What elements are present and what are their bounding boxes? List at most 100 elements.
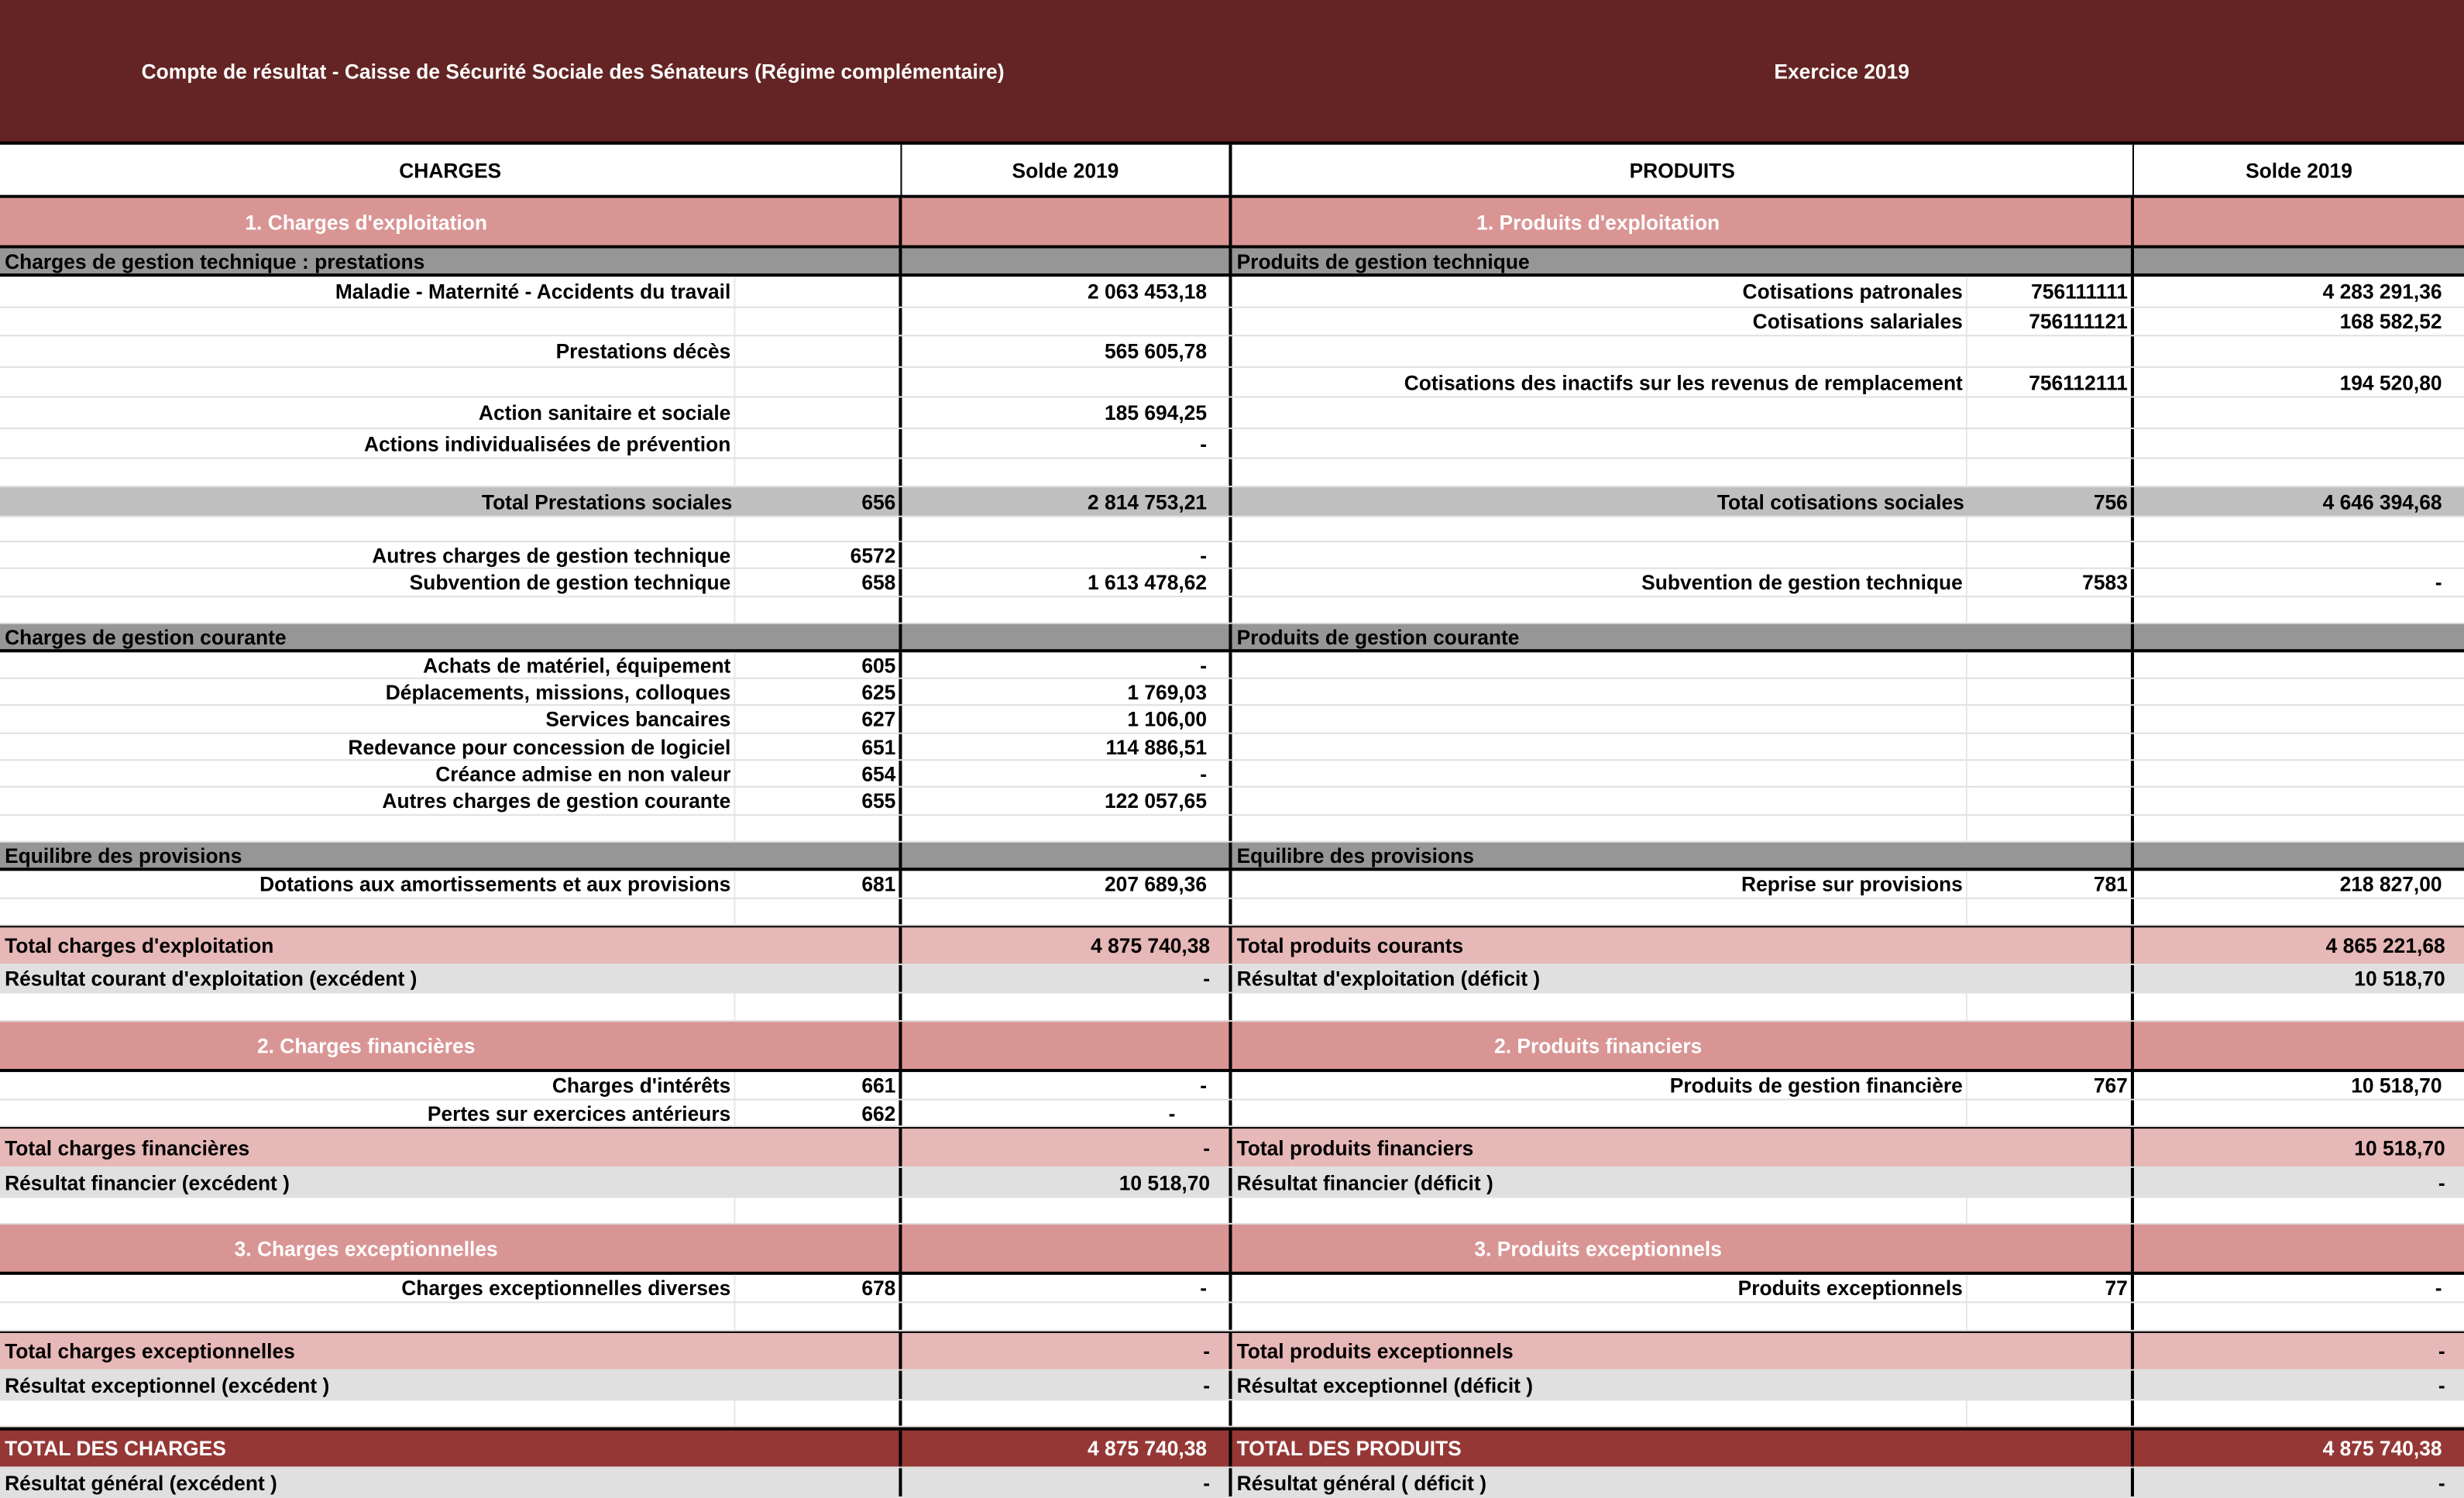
produits-label: Total produits courants [1232, 927, 2134, 964]
produits-amount: - [2438, 1339, 2445, 1363]
charges-amount: 565 605,78 [902, 336, 1232, 366]
charges-account-code [735, 1197, 902, 1223]
produits-label: Résultat général ( déficit ) [1232, 1468, 2134, 1496]
title-bar: Compte de résultat - Caisse de Sécurité … [0, 0, 2464, 145]
item-row [0, 1303, 2464, 1331]
produits-label [1232, 1303, 1967, 1330]
produits-amount [2134, 843, 2464, 868]
produits-amount [2134, 542, 2464, 567]
item-row [0, 1400, 2464, 1428]
charges-account-code [735, 308, 902, 335]
item-row: Services bancaires 627 1 106,00 [0, 706, 2464, 734]
charges-label: Créance admise en non valeur [0, 761, 736, 786]
produits-label [1232, 652, 1967, 678]
charges-label: Charges de gestion courante [0, 624, 902, 650]
header-produits-solde: Solde 2019 [2246, 157, 2352, 182]
produits-label: Subvention de gestion technique [1232, 569, 1967, 596]
result-row: Résultat financier (excédent ) 10 518,70 R… [0, 1167, 2464, 1198]
charges-account-code: 678 [735, 1274, 902, 1302]
charges-label [0, 517, 736, 541]
produits-label: Total produits exceptionnels [1232, 1332, 2134, 1369]
produits-label [1232, 429, 1967, 458]
produits-amount [2134, 788, 2464, 814]
charges-amount [902, 624, 1232, 650]
produits-account-code: 767 [1967, 1072, 2134, 1099]
produits-amount [2134, 459, 2464, 486]
produits-account-code [1967, 542, 2134, 568]
charges-amount: 2 063 453,18 [902, 277, 1232, 307]
produits-account-code: 781 [1967, 871, 2134, 898]
produits-amount [2134, 652, 2464, 677]
charges-account-code: 654 [735, 761, 902, 786]
charges-amount: - [902, 542, 1232, 568]
item-row [0, 993, 2464, 1022]
produits-label [1232, 898, 1967, 925]
item-row: Cotisations salariales 756111121 168 582,5… [0, 308, 2464, 337]
produits-label: Produits de gestion courante [1232, 624, 2134, 650]
charges-amount [902, 1197, 1232, 1223]
charges-label: Charges exceptionnelles diverses [0, 1274, 736, 1302]
produits-amount: 4 865 221,68 [2325, 933, 2445, 957]
produits-amount [2134, 249, 2464, 273]
produits-account-code [1967, 1197, 2134, 1223]
charges-label: TOTAL DES CHARGES [0, 1430, 902, 1467]
produits-label: Produits exceptionnels [1232, 1274, 1967, 1302]
produits-amount [2134, 1101, 2464, 1125]
produits-amount: - [2438, 1470, 2445, 1494]
produits-label: Produits de gestion financière [1232, 1072, 1967, 1099]
produits-label: 1. Produits d'exploitation [1476, 209, 1720, 234]
charges-label: 2. Charges financières [256, 1033, 476, 1057]
charges-label: Autres charges de gestion technique [0, 542, 736, 568]
item-row: Actions individualisées de prévention - [0, 429, 2464, 459]
charges-amount [902, 308, 1232, 335]
produits-amount [2134, 1225, 2464, 1272]
produits-label: TOTAL DES PRODUITS [1232, 1430, 2134, 1467]
charges-amount: - [902, 652, 1232, 678]
report-title: Compte de résultat - Caisse de Sécurité … [141, 60, 1005, 84]
charges-label: Résultat financier (excédent ) [0, 1167, 902, 1197]
charges-amount: - [902, 1274, 1232, 1302]
produits-amount [2134, 816, 2464, 840]
produits-amount: - [2438, 1373, 2445, 1397]
charges-amount [902, 1400, 1232, 1426]
item-row: Charges d'intérêts 661- Produits de gestio… [0, 1072, 2464, 1101]
produits-label: Produits de gestion technique [1232, 248, 2134, 274]
charges-amount: 207 689,36 [902, 871, 1232, 898]
charges-account-code [735, 597, 902, 623]
produits-amount [2134, 198, 2464, 246]
charges-label: 3. Charges exceptionnelles [234, 1236, 498, 1260]
item-row [0, 898, 2464, 926]
produits-label [1232, 1400, 1967, 1426]
category-row: Equilibre des provisions Equilibre des pr… [0, 842, 2464, 871]
charges-account-code: 605 [735, 652, 902, 678]
produits-account-code: 7583 [1967, 569, 2134, 596]
produits-label [1232, 597, 1967, 623]
charges-label: Pertes sur exercices antérieurs [0, 1100, 736, 1126]
charges-amount [902, 1022, 1232, 1069]
charges-label: Dotations aux amortissements et aux prov… [0, 871, 736, 898]
charges-label [0, 308, 736, 335]
charges-label: Autres charges de gestion courante [0, 787, 736, 815]
produits-account-code [1967, 1400, 2134, 1426]
charges-label [0, 1197, 736, 1223]
produits-amount: - [2435, 1276, 2442, 1300]
item-row: Prestations décès 565 605,78 [0, 336, 2464, 368]
produits-account-code [1967, 597, 2134, 623]
fiscal-year: Exercice 2019 [1774, 60, 1909, 84]
charges-amount [902, 198, 1232, 246]
produits-account-code [1967, 761, 2134, 786]
charges-label [0, 597, 736, 623]
produits-label [1232, 1197, 1967, 1223]
produits-label [1232, 397, 1967, 428]
charges-amount [902, 367, 1232, 397]
produits-label: 2. Produits financiers [1494, 1033, 1703, 1057]
produits-amount: 4 283 291,36 [2322, 280, 2442, 304]
charges-label: Total Prestations sociales [481, 490, 733, 514]
charges-amount: 1 769,03 [902, 679, 1232, 705]
produits-amount [2134, 679, 2464, 704]
charges-amount: 185 694,25 [902, 397, 1232, 428]
category-row: Charges de gestion courante Produits de g… [0, 624, 2464, 653]
produits-label [1232, 706, 1967, 733]
produits-label: Cotisations patronales [1232, 277, 1967, 307]
